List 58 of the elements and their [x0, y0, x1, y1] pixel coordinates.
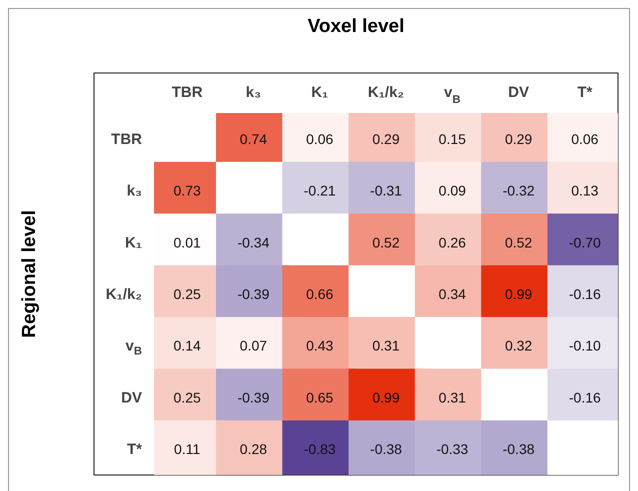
data-label: 0.32 [504, 338, 532, 354]
data-label: -0.38 [370, 441, 402, 458]
data-label: 0.73 [174, 182, 201, 199]
y-tick-label: k₃ [126, 182, 142, 200]
data-label: 0.31 [372, 338, 400, 354]
data-label: -0.39 [237, 389, 270, 406]
data-label: 0.99 [504, 286, 532, 302]
data-label: -0.70 [568, 234, 602, 250]
data-label: -0.10 [568, 338, 602, 354]
data-label: 0.65 [306, 389, 334, 406]
data-label: -0.33 [436, 441, 468, 458]
data-label: 0.07 [240, 338, 268, 354]
data-label: -0.16 [568, 286, 602, 302]
x-tick-label: DV [508, 84, 529, 101]
data-label: 0.74 [240, 130, 268, 147]
data-label: 0.25 [174, 389, 201, 406]
y-tick-label: DV [121, 388, 142, 406]
data-label: 0.09 [438, 182, 466, 199]
data-label: 0.29 [504, 130, 532, 147]
data-label: 0.14 [174, 338, 201, 354]
data-label: 0.11 [174, 441, 200, 458]
data-label: 0.66 [306, 286, 334, 302]
y-tick-label: K₁/k₂ [106, 286, 142, 302]
data-label: 0.52 [504, 234, 532, 250]
data-label: 0.26 [438, 234, 466, 250]
data-label: 0.13 [571, 182, 599, 199]
data-label: -0.83 [304, 441, 336, 458]
data-label: 0.29 [372, 130, 400, 147]
x-tick-label: k₃ [246, 84, 262, 101]
data-label: -0.21 [304, 182, 336, 199]
x-tick-label: v$_{B}$ [444, 84, 461, 106]
x-tick-label: TBR [172, 84, 203, 101]
data-label: 0.31 [438, 389, 466, 406]
data-label: 0.25 [174, 286, 201, 302]
x-axis-title: Voxel level [306, 16, 406, 38]
data-label: -0.31 [370, 182, 402, 199]
x-tick-label: K₁/k₂ [368, 84, 404, 101]
y-tick-label: K₁ [124, 234, 142, 251]
y-tick-label: T* [127, 440, 142, 458]
y-axis-title: Regional level [19, 210, 41, 338]
x-tick-label: K₁ [311, 84, 328, 101]
y-tick-label: TBR [111, 130, 142, 148]
x-tick-label: T* [577, 84, 593, 101]
data-label: 0.99 [372, 389, 400, 406]
data-label: 0.15 [438, 130, 466, 147]
data-label: 0.43 [306, 338, 334, 354]
data-label: 0.01 [174, 234, 201, 250]
data-label: 0.06 [571, 130, 599, 147]
data-label: -0.34 [237, 234, 270, 250]
data-label: -0.38 [502, 441, 535, 458]
data-label: 0.28 [240, 441, 268, 458]
data-label: -0.16 [568, 389, 602, 406]
data-label: 0.34 [438, 286, 466, 302]
y-tick-label: v$_{B}$ [126, 337, 142, 358]
data-label: 0.52 [372, 234, 400, 250]
data-label: -0.39 [237, 286, 270, 302]
data-label: -0.32 [502, 182, 535, 199]
data-label: 0.06 [306, 130, 334, 147]
